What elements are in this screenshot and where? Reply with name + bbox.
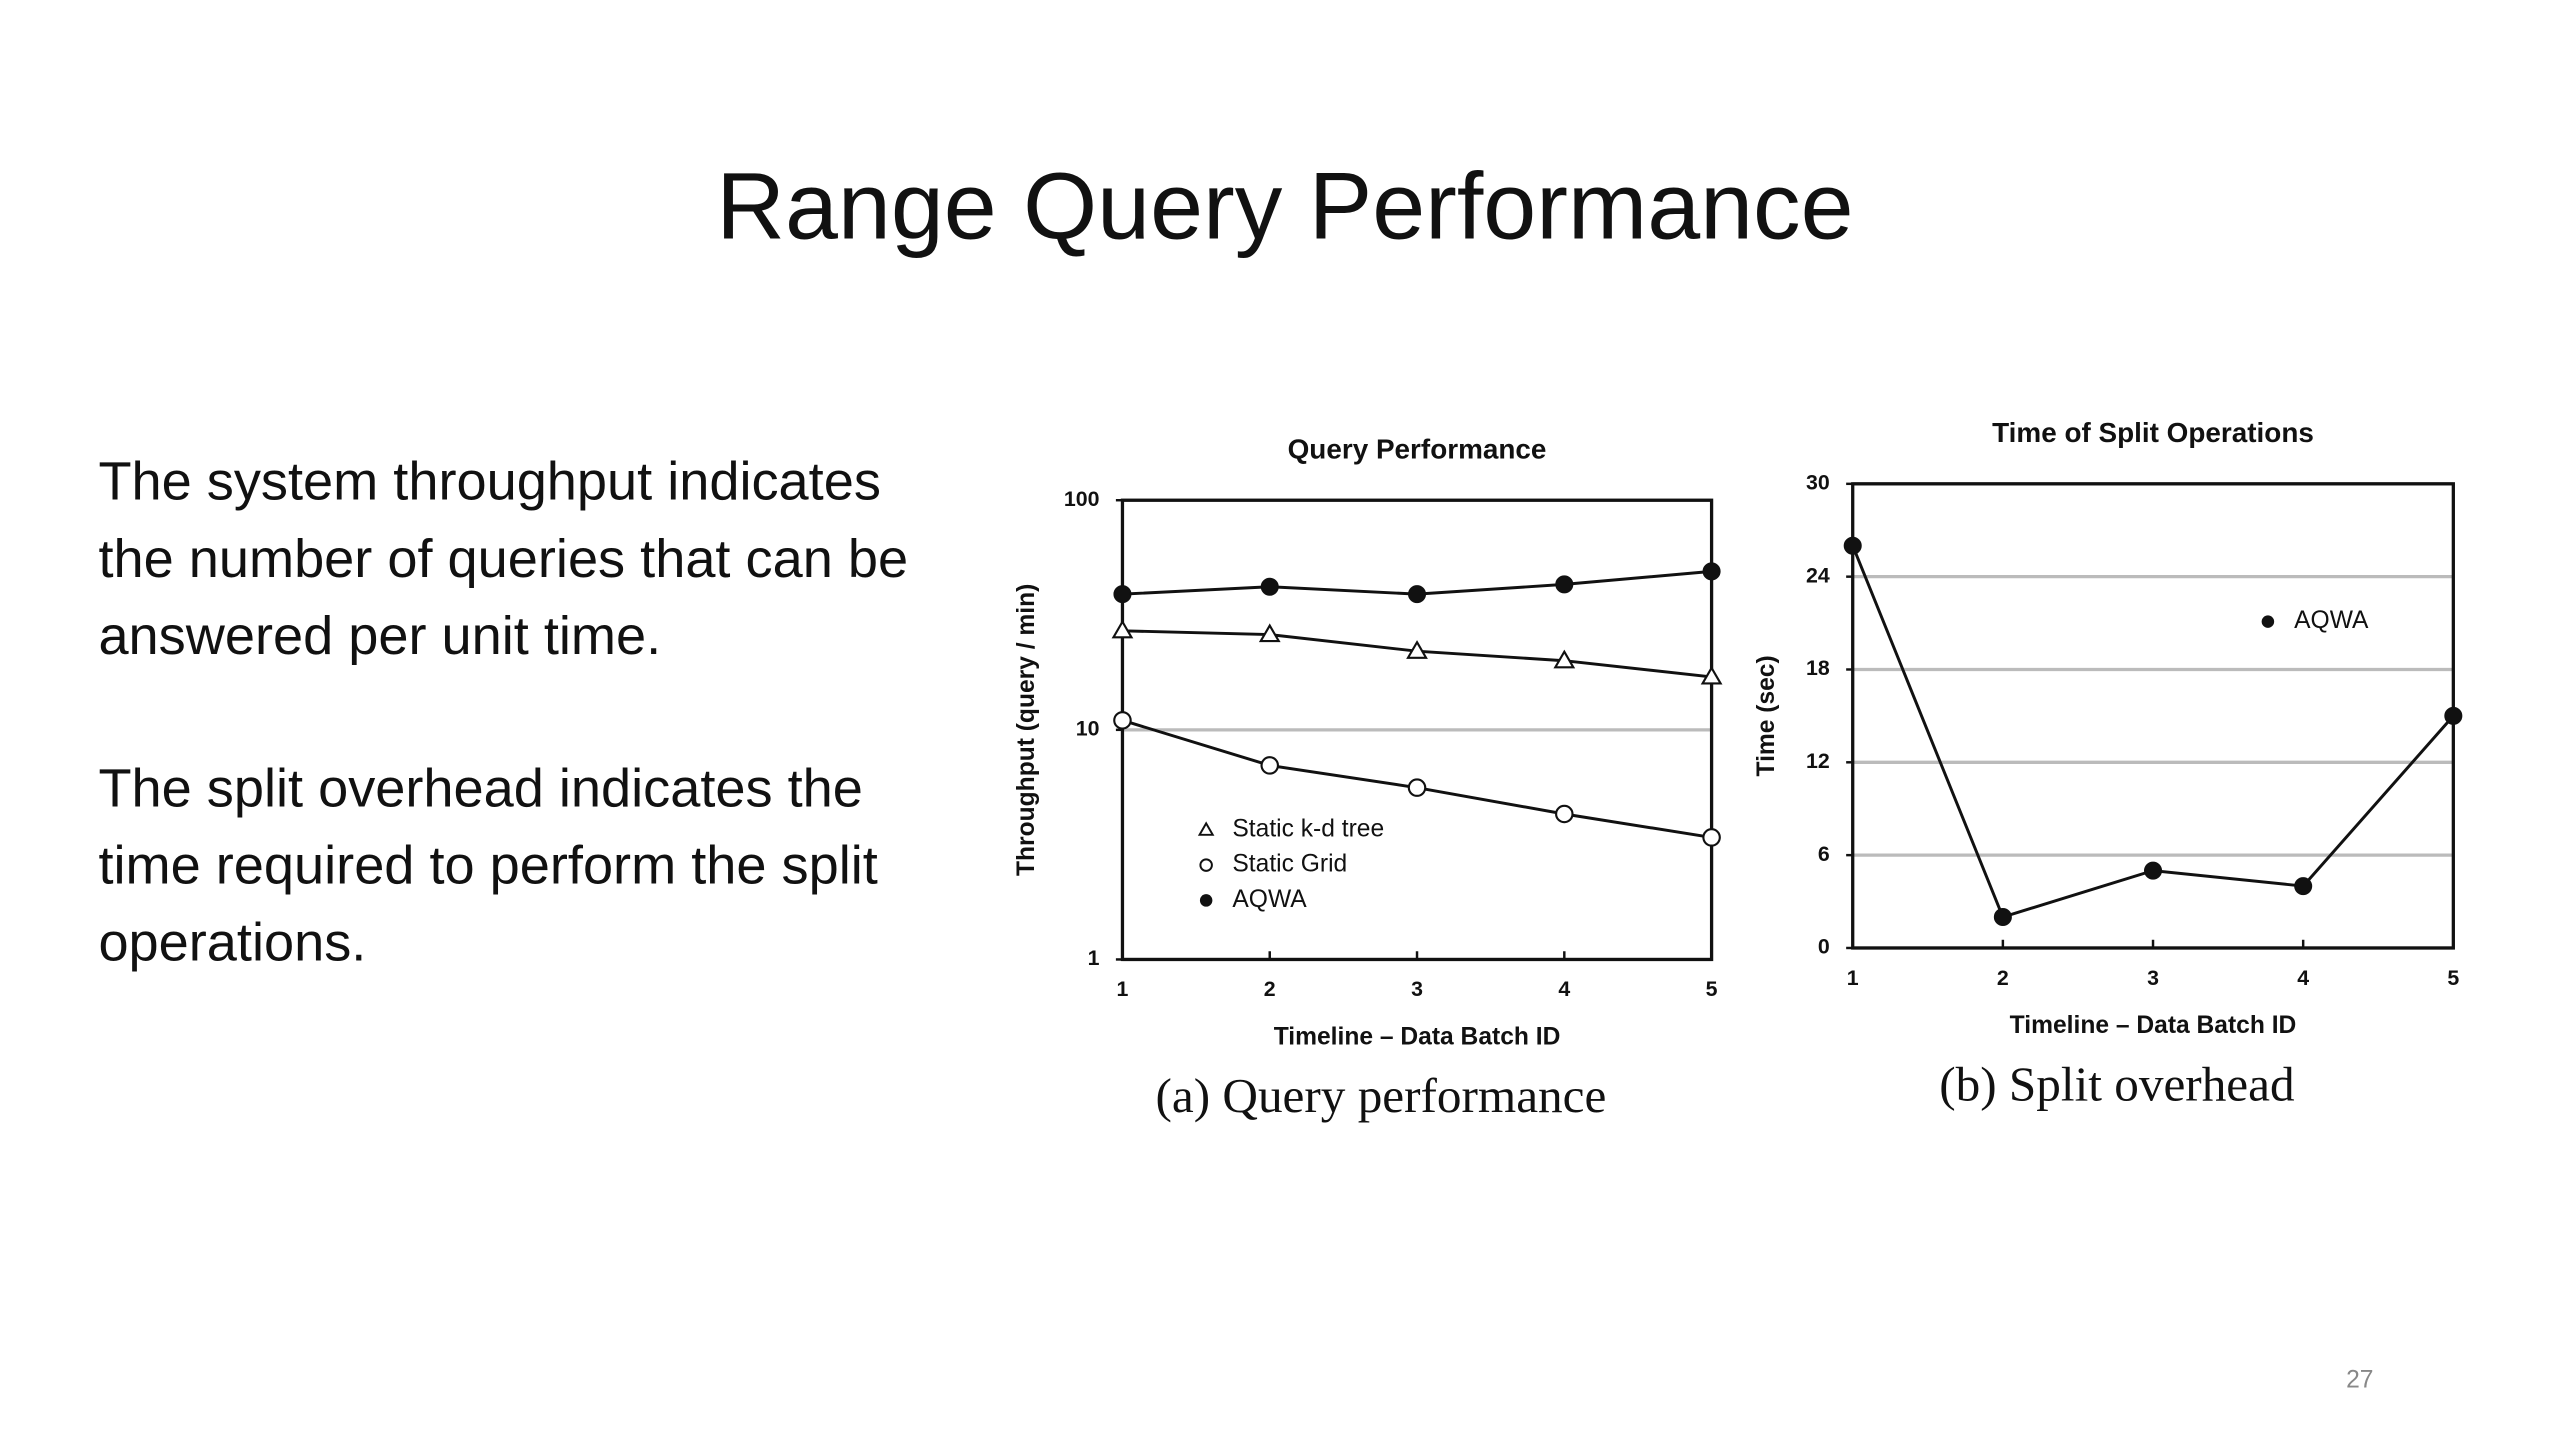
- marker: [1555, 804, 1574, 824]
- y-tick-label: 30: [1806, 470, 1830, 494]
- y-tick-label: 1: [1088, 946, 1100, 970]
- paragraph-line: The split overhead indicates the: [98, 758, 862, 818]
- legend-marker: [1197, 821, 1215, 836]
- marker: [1555, 575, 1574, 594]
- x-tick-label: 5: [1706, 977, 1718, 1001]
- marker: [1111, 619, 1134, 639]
- x-axis-label: Timeline – Data Batch ID: [1274, 1024, 1561, 1051]
- marker: [1113, 711, 1132, 730]
- caption: (a) Query performance: [1155, 1068, 1606, 1123]
- y-tick-label: 24: [1806, 563, 1830, 587]
- marker: [1260, 577, 1279, 596]
- x-tick-label: 4: [2297, 966, 2309, 990]
- marker: [1702, 562, 1721, 581]
- x-tick-label: 4: [1558, 977, 1570, 1001]
- marker: [1702, 828, 1721, 847]
- y-tick-label: 12: [1806, 749, 1830, 773]
- legend-label: AQWA: [1232, 886, 1307, 913]
- x-tick-label: 5: [2447, 966, 2459, 990]
- y-tick-label: 6: [1818, 842, 1830, 866]
- page-number: 27: [2346, 1366, 2373, 1393]
- marker: [1700, 665, 1723, 685]
- series-line: [1851, 545, 2455, 919]
- x-tick-label: 3: [2147, 966, 2159, 990]
- marker: [1258, 623, 1281, 643]
- marker: [1407, 778, 1427, 797]
- marker: [2294, 877, 2313, 896]
- legend-label: Static Grid: [1232, 851, 1347, 878]
- paragraph-line: time required to perform the split: [98, 836, 877, 896]
- x-tick-label: 1: [1847, 966, 1859, 990]
- y-axis-label: Time (sec): [1753, 655, 1780, 776]
- paragraph-line: the number of queries that can be: [98, 529, 908, 589]
- legend-marker: [1199, 894, 1213, 907]
- chart-title: Query Performance: [1288, 433, 1547, 464]
- x-tick-label: 2: [1997, 966, 2009, 990]
- marker: [1260, 756, 1280, 775]
- marker: [1407, 585, 1427, 604]
- x-axis-label: Timeline – Data Batch ID: [2010, 1012, 2297, 1039]
- plot-frame: [1120, 498, 1714, 962]
- x-tick-label: 2: [1264, 977, 1276, 1001]
- legend-marker: [1199, 858, 1213, 872]
- paragraph-line: The system throughput indicates: [98, 452, 880, 512]
- y-axis-label: Throughput (query / min): [1013, 584, 1040, 876]
- caption: (b) Split overhead: [1939, 1056, 2294, 1111]
- legend-marker: [2261, 615, 2275, 628]
- x-tick-label: 1: [1117, 977, 1129, 1001]
- marker: [1113, 585, 1132, 604]
- y-tick-label: 100: [1064, 487, 1100, 511]
- marker: [1553, 649, 1576, 669]
- chart-title: Time of Split Operations: [1992, 417, 2314, 448]
- y-tick-label: 18: [1806, 656, 1830, 680]
- legend-label: Static k-d tree: [1232, 815, 1384, 842]
- paragraph-line: answered per unit time.: [98, 606, 661, 666]
- marker: [2144, 861, 2163, 880]
- paragraph-line: operations.: [98, 913, 366, 973]
- marker: [1843, 536, 1862, 555]
- legend-label: AQWA: [2294, 607, 2369, 634]
- marker: [1993, 908, 2012, 927]
- slide-title: Range Query Performance: [716, 153, 1853, 259]
- x-tick-label: 3: [1411, 977, 1423, 1001]
- y-tick-label: 10: [1076, 716, 1100, 740]
- marker: [1406, 640, 1428, 659]
- y-tick-label: 0: [1818, 935, 1830, 959]
- marker: [2444, 706, 2463, 725]
